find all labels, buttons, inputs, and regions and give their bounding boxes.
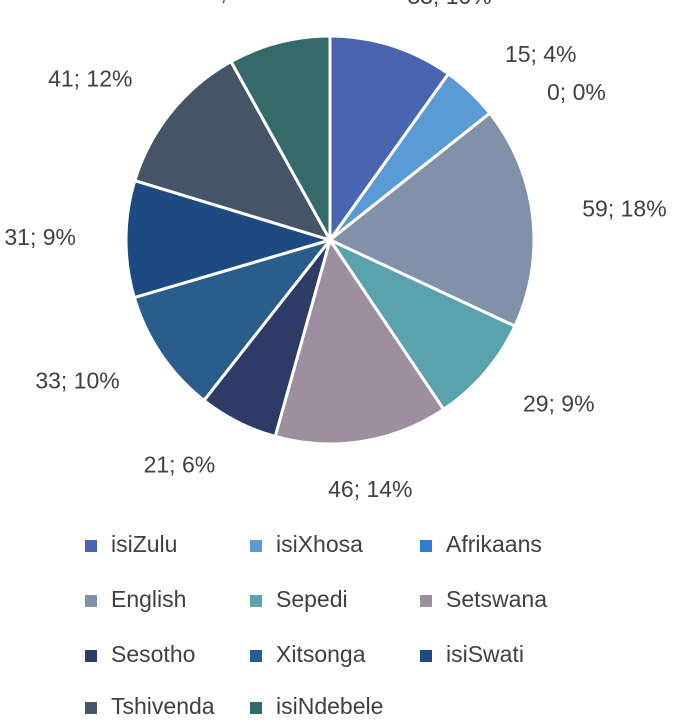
legend-label: isiZulu xyxy=(111,531,177,557)
legend-swatch xyxy=(420,650,432,662)
legend-swatch xyxy=(420,595,432,607)
data-label: 15; 4% xyxy=(505,41,577,67)
pie-slice xyxy=(327,111,536,329)
data-label: 27; 8% xyxy=(195,0,267,5)
legend-label: Setswana xyxy=(446,586,547,612)
legend-swatch xyxy=(85,702,97,714)
legend-label: isiNdebele xyxy=(276,693,383,719)
data-label: 41; 12% xyxy=(48,65,132,91)
data-label: 0; 0% xyxy=(547,79,606,105)
legend-label: isiSwati xyxy=(446,641,524,667)
legend-label: isiXhosa xyxy=(276,531,363,557)
legend-swatch xyxy=(250,650,262,662)
legend-swatch xyxy=(250,540,262,552)
legend-label: Tshivenda xyxy=(111,693,215,719)
legend-swatch xyxy=(250,595,262,607)
legend-label: Sepedi xyxy=(276,586,348,612)
pie-slice xyxy=(132,237,335,403)
data-label: 46; 14% xyxy=(328,476,412,502)
pie-slice xyxy=(328,34,451,245)
data-label: 31; 9% xyxy=(4,224,76,250)
data-label: 33; 10% xyxy=(35,368,119,394)
data-label: 21; 6% xyxy=(144,452,216,478)
legend-label: English xyxy=(111,586,186,612)
legend-swatch xyxy=(420,540,432,552)
pie-slice xyxy=(325,236,517,412)
legend-swatch xyxy=(250,702,262,714)
legend-swatch xyxy=(85,540,97,552)
legend-swatch xyxy=(85,650,97,662)
pie-slice xyxy=(132,59,334,243)
data-label: 59; 18% xyxy=(582,195,666,221)
pie-slice xyxy=(124,178,336,300)
pie-slice xyxy=(229,34,332,246)
legend-label: Xitsonga xyxy=(276,641,366,667)
legend-label: Sesotho xyxy=(111,641,195,667)
data-label: 29; 9% xyxy=(523,390,595,416)
data-label: 33; 10% xyxy=(407,0,491,9)
legend-swatch xyxy=(85,595,97,607)
legend-label: Afrikaans xyxy=(446,531,542,557)
